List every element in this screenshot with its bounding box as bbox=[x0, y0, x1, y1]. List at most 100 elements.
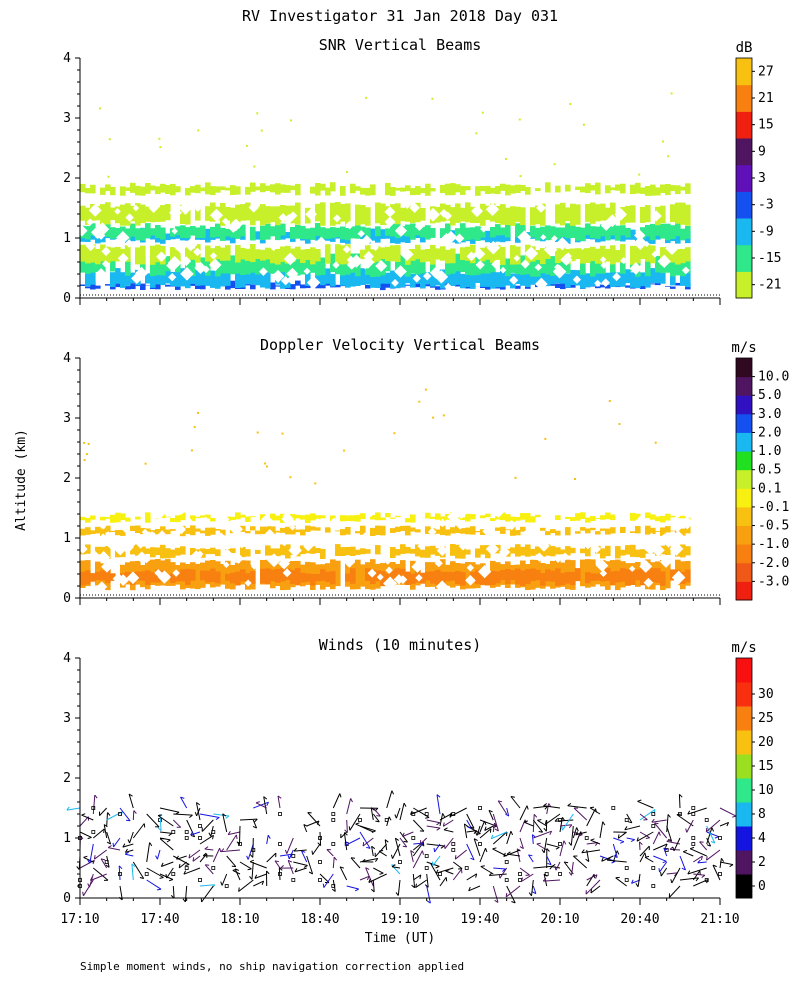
heatmap-cell bbox=[665, 246, 671, 260]
data-gap bbox=[233, 553, 244, 564]
heatmap-cell bbox=[260, 256, 266, 273]
wind-barb bbox=[146, 867, 164, 878]
heatmap-cell bbox=[665, 513, 671, 521]
colorbar-swatch bbox=[736, 451, 752, 471]
heatmap-cell bbox=[245, 573, 251, 586]
heatmap-cell bbox=[450, 544, 456, 556]
heatmap-cell bbox=[215, 529, 221, 531]
heatmap-cell bbox=[230, 207, 236, 224]
heatmap-cell bbox=[225, 269, 231, 286]
scatter-point bbox=[260, 129, 263, 132]
calm-marker bbox=[624, 818, 629, 822]
wind-barb bbox=[252, 819, 258, 829]
data-gap bbox=[113, 542, 127, 556]
heatmap-cell bbox=[125, 256, 131, 276]
heatmap-cell bbox=[360, 187, 366, 195]
wind-barb-tick bbox=[660, 872, 662, 877]
data-gap bbox=[466, 564, 475, 572]
data-gap bbox=[376, 573, 384, 581]
wind-barb bbox=[395, 807, 401, 819]
heatmap-cell bbox=[590, 185, 596, 191]
colorbar-label: 2.0 bbox=[758, 425, 781, 440]
heatmap-cell bbox=[85, 226, 91, 240]
wind-barb bbox=[288, 849, 294, 860]
heatmap-cell bbox=[490, 570, 496, 585]
wind-barb-tick bbox=[208, 832, 212, 837]
wind-barb bbox=[420, 837, 428, 845]
heatmap-cell bbox=[540, 573, 546, 586]
data-gap bbox=[499, 266, 507, 274]
colorbar-units: m/s bbox=[731, 340, 756, 356]
wind-barb bbox=[589, 807, 601, 815]
heatmap-cell bbox=[610, 187, 616, 191]
wind-barb bbox=[586, 808, 596, 827]
heatmap-cell bbox=[125, 203, 131, 226]
data-gap bbox=[194, 261, 207, 274]
wind-barb-tick bbox=[687, 870, 691, 875]
heatmap-cell bbox=[395, 549, 401, 556]
wind-barb-tick bbox=[368, 878, 371, 883]
heatmap-cell bbox=[275, 248, 281, 265]
wind-barb-tick bbox=[561, 826, 563, 831]
heatmap-cell bbox=[505, 184, 511, 196]
heatmap-cell bbox=[480, 515, 486, 519]
heatmap-cell bbox=[195, 227, 201, 238]
heatmap-cell bbox=[575, 186, 581, 190]
heatmap-cell bbox=[445, 249, 451, 264]
data-gap bbox=[119, 521, 126, 528]
heatmap-cell bbox=[470, 206, 476, 223]
heatmap-cell bbox=[650, 184, 656, 196]
heatmap-cell bbox=[270, 569, 276, 582]
heatmap-cell bbox=[455, 203, 461, 223]
wind-barb-tick bbox=[267, 834, 271, 839]
wind-barb bbox=[287, 860, 294, 875]
heatmap-cell bbox=[460, 528, 466, 534]
heatmap-cell bbox=[90, 515, 96, 520]
wind-barb bbox=[706, 825, 716, 844]
wind-barb bbox=[521, 873, 534, 882]
data-gap bbox=[661, 533, 668, 540]
wind-barb-tick bbox=[225, 815, 230, 819]
heatmap-cell bbox=[495, 224, 501, 236]
scatter-point bbox=[365, 96, 368, 99]
heatmap-cell bbox=[170, 247, 176, 261]
wind-barb-tick bbox=[220, 881, 223, 886]
wind-barb-tick bbox=[627, 821, 633, 824]
data-gap bbox=[629, 262, 643, 275]
data-gap bbox=[651, 250, 659, 258]
wind-barb-tick bbox=[215, 817, 220, 821]
heatmap-cell bbox=[360, 513, 366, 520]
wind-barb bbox=[573, 855, 588, 869]
wind-barb-tick bbox=[523, 820, 529, 823]
wind-barb-tick bbox=[498, 800, 503, 803]
data-gap bbox=[132, 204, 140, 212]
data-gap bbox=[414, 221, 425, 232]
heatmap-cell bbox=[685, 569, 691, 583]
data-gap bbox=[411, 560, 424, 573]
wind-barb bbox=[439, 877, 447, 887]
data-gap bbox=[90, 225, 105, 240]
x-tick-label: 18:40 bbox=[300, 912, 339, 927]
heatmap-cell bbox=[650, 514, 656, 520]
heatmap-cell bbox=[460, 207, 466, 222]
heatmap-cell bbox=[405, 518, 411, 523]
data-gap bbox=[299, 501, 309, 511]
colorbar-swatch bbox=[736, 826, 752, 851]
wind-barb bbox=[573, 831, 582, 836]
scatter-point bbox=[158, 137, 161, 140]
calm-marker bbox=[478, 806, 482, 810]
heatmap-cell bbox=[475, 273, 481, 283]
colorbar-units: dB bbox=[736, 40, 753, 56]
wind-barb-tick bbox=[546, 848, 550, 852]
data-gap bbox=[650, 210, 662, 222]
calm-marker bbox=[291, 854, 296, 858]
heatmap-cell bbox=[145, 206, 151, 222]
wind-barb bbox=[89, 843, 94, 864]
wind-barb-tick bbox=[122, 843, 126, 848]
heatmap-cell bbox=[425, 571, 431, 581]
data-gap bbox=[244, 579, 252, 587]
heatmap-cell bbox=[515, 184, 521, 193]
heatmap-cell bbox=[250, 255, 256, 273]
data-gap bbox=[101, 260, 110, 268]
